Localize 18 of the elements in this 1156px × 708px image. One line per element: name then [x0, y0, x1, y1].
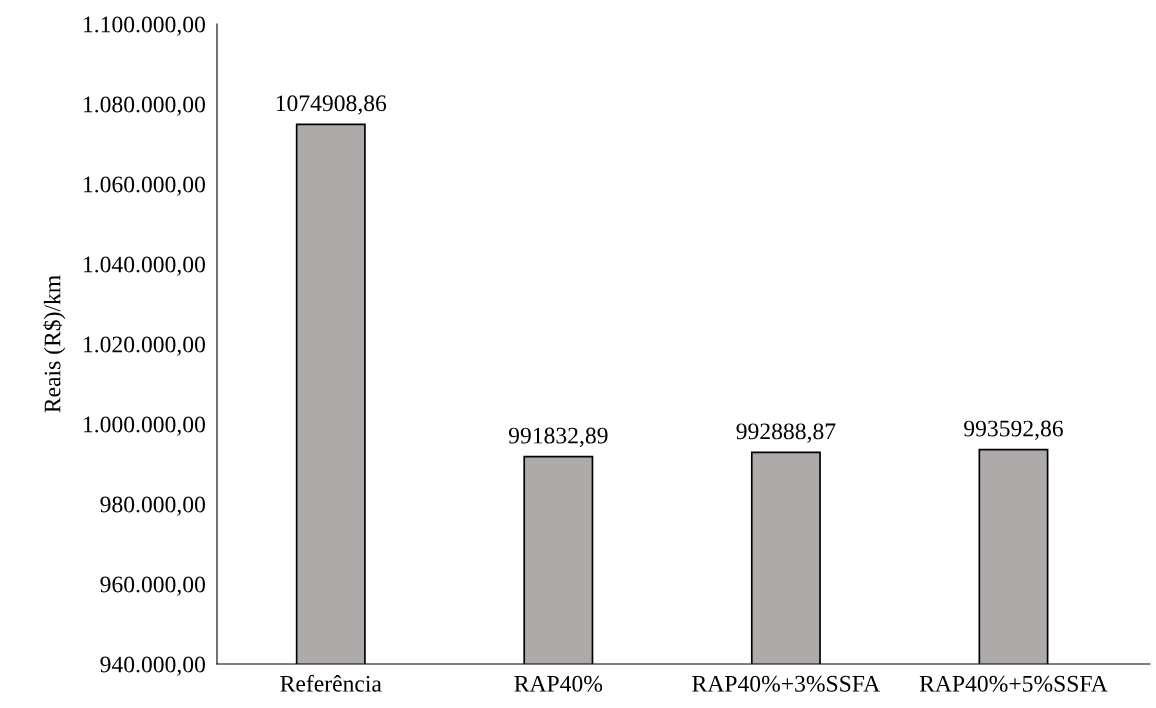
x-tick-label: Referência [280, 674, 382, 692]
y-tick-label: 960.000,00 [100, 576, 205, 596]
y-tick-label: 940.000,00 [100, 656, 205, 676]
y-tick-label: 1.100.000,00 [84, 16, 205, 36]
data-label: 993592,86 [964, 420, 1063, 440]
data-label: 992888,87 [736, 423, 836, 443]
x-tick-label: RAP40%+3%SSFA [692, 675, 881, 692]
y-tick-label: 1.020.000,00 [84, 336, 205, 356]
data-label: 991832,89 [508, 427, 608, 447]
y-tick-label: 980.000,00 [100, 496, 205, 516]
x-tick-label: RAP40%+5%SSFA [919, 675, 1108, 692]
y-tick-label: 1.000.000,00 [84, 416, 205, 436]
y-tick-label: 1.080.000,00 [84, 96, 205, 116]
x-tick-label: RAP40% [514, 675, 603, 692]
y-tick-label: 1.040.000,00 [84, 256, 205, 276]
y-axis-title: Reais (R$)/km [43, 275, 66, 413]
data-label: 1074908,86 [276, 95, 387, 115]
y-tick-label: 1.060.000,00 [84, 176, 205, 196]
